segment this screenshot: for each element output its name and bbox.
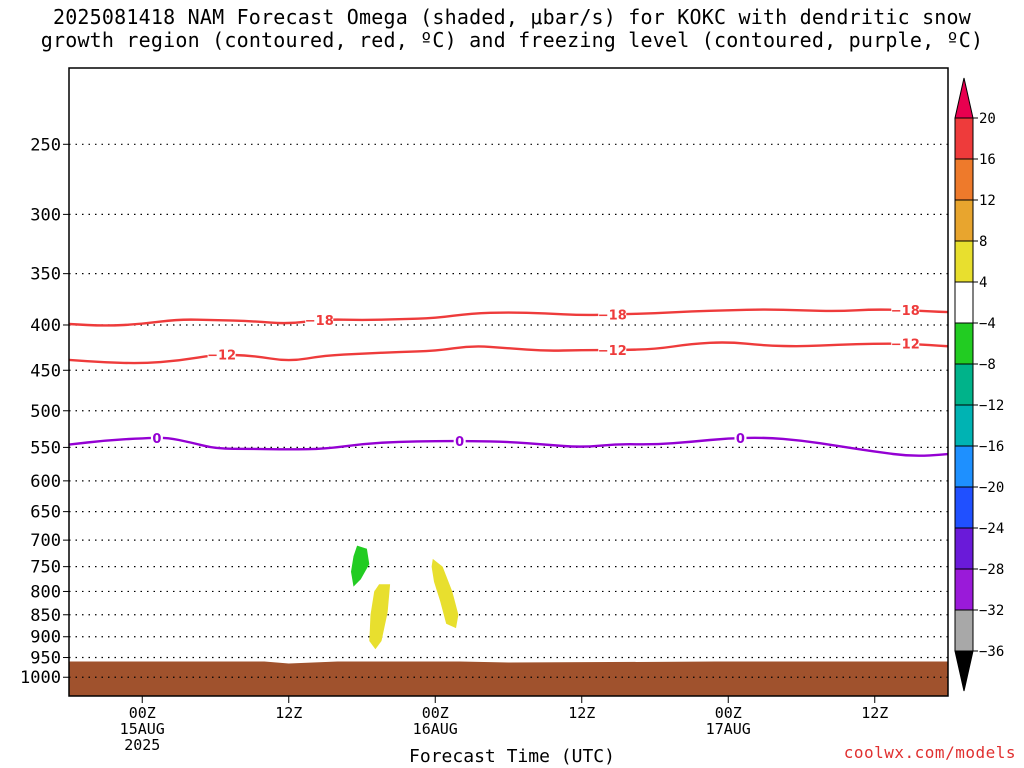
x-axis-title: Forecast Time (UTC)	[409, 746, 615, 767]
contour-label-0-0: −18	[305, 314, 334, 329]
contour-label-bg-0-1	[598, 307, 627, 322]
colorbar-box-5	[954, 322, 974, 365]
contour-label-2-1: 0	[455, 435, 464, 450]
colorbar-box-9	[954, 486, 974, 529]
y-tick-label-250: 250	[30, 135, 61, 155]
contour-label-bg-1-1	[598, 343, 627, 358]
colorbar-box-2	[954, 199, 974, 242]
colorbar-label-8: −16	[979, 439, 1004, 455]
x-tick-label-1-0: 12Z	[275, 704, 302, 722]
colorbar-box-4	[954, 281, 974, 324]
contour-label-bg-1-0	[207, 347, 236, 362]
colorbar-top-arrow	[954, 77, 974, 119]
colorbar-label-2: 12	[979, 193, 996, 209]
y-tick-label-500: 500	[30, 402, 61, 422]
y-tick-label-900: 900	[30, 628, 61, 648]
colorbar-label-3: 8	[979, 234, 987, 250]
contour-label-1-0: −12	[207, 349, 236, 364]
contour-label-0-1: −18	[598, 308, 627, 323]
x-tick-label-2-0: 00Z	[422, 704, 449, 722]
contour-label-2-0: 0	[152, 432, 161, 447]
colorbar-label-1: 16	[979, 152, 996, 168]
colorbar-box-7	[954, 404, 974, 447]
contour-label-2-2: 0	[736, 432, 745, 447]
colorbar-box-10	[954, 527, 974, 570]
y-tick-label-800: 800	[30, 582, 61, 602]
credit-link[interactable]: coolwx.com/models	[843, 743, 1016, 762]
y-tick-label-450: 450	[30, 361, 61, 381]
contour-label-bg-2-1	[453, 434, 466, 449]
omega-region-0	[351, 545, 370, 587]
colorbar-label-13: −36	[979, 644, 1004, 660]
contour-label-bg-0-2	[891, 303, 920, 318]
x-tick-label-0-0: 00Z	[129, 704, 156, 722]
colorbar-label-10: −24	[979, 521, 1004, 537]
contour-label-bg-2-0	[150, 430, 163, 445]
colorbar-box-1	[954, 158, 974, 201]
y-tick-label-350: 350	[30, 265, 61, 285]
x-tick-label-4-1: 17AUG	[706, 720, 751, 738]
y-tick-label-850: 850	[30, 606, 61, 626]
colorbar-label-6: −8	[979, 357, 996, 373]
x-tick-label-2-1: 16AUG	[413, 720, 458, 738]
x-tick-label-5-0: 12Z	[861, 704, 888, 722]
contour-label-bg-2-2	[734, 430, 747, 445]
colorbar-label-0: 20	[979, 111, 996, 127]
colorbar-box-11	[954, 568, 974, 611]
colorbar-box-8	[954, 445, 974, 488]
colorbar-box-3	[954, 240, 974, 283]
y-tick-label-700: 700	[30, 531, 61, 551]
x-tick-label-0-1: 15AUG	[120, 720, 165, 738]
y-tick-label-400: 400	[30, 316, 61, 336]
colorbar-label-11: −28	[979, 562, 1004, 578]
colorbar-box-6	[954, 363, 974, 406]
y-tick-label-550: 550	[30, 438, 61, 458]
colorbar-label-9: −20	[979, 480, 1004, 496]
contour-label-1-1: −12	[598, 344, 627, 359]
contour-label-1-2: −12	[891, 338, 920, 353]
colorbar-bottom-arrow	[954, 650, 974, 692]
contour-line-2	[69, 436, 948, 457]
omega-region-2	[431, 558, 459, 629]
x-tick-label-4-0: 00Z	[715, 704, 742, 722]
y-tick-label-1000: 1000	[20, 668, 61, 688]
y-tick-label-750: 750	[30, 558, 61, 578]
colorbar-box-12	[954, 609, 974, 652]
omega-region-1	[369, 584, 391, 650]
colorbar-box-0	[954, 117, 974, 160]
x-tick-label-3-0: 12Z	[568, 704, 595, 722]
plot-frame	[68, 67, 949, 697]
y-tick-label-650: 650	[30, 503, 61, 523]
title-line-1: 2025081418 NAM Forecast Omega (shaded, μ…	[52, 5, 972, 29]
chart-title: 2025081418 NAM Forecast Omega (shaded, μ…	[0, 6, 1024, 52]
ground-surface	[69, 661, 948, 696]
y-tick-label-300: 300	[30, 205, 61, 225]
contour-line-0	[69, 308, 948, 327]
contour-label-bg-0-0	[305, 312, 334, 327]
x-tick-label-0-2: 2025	[124, 736, 160, 754]
colorbar-label-5: −4	[979, 316, 996, 332]
title-line-2: growth region (contoured, red, ºC) and f…	[40, 28, 984, 52]
contour-label-bg-1-2	[891, 336, 920, 351]
y-tick-label-950: 950	[30, 649, 61, 669]
colorbar-label-7: −12	[979, 398, 1004, 414]
y-tick-label-600: 600	[30, 472, 61, 492]
contour-label-0-2: −18	[891, 304, 920, 319]
colorbar-label-12: −32	[979, 603, 1004, 619]
colorbar-label-4: 4	[979, 275, 987, 291]
